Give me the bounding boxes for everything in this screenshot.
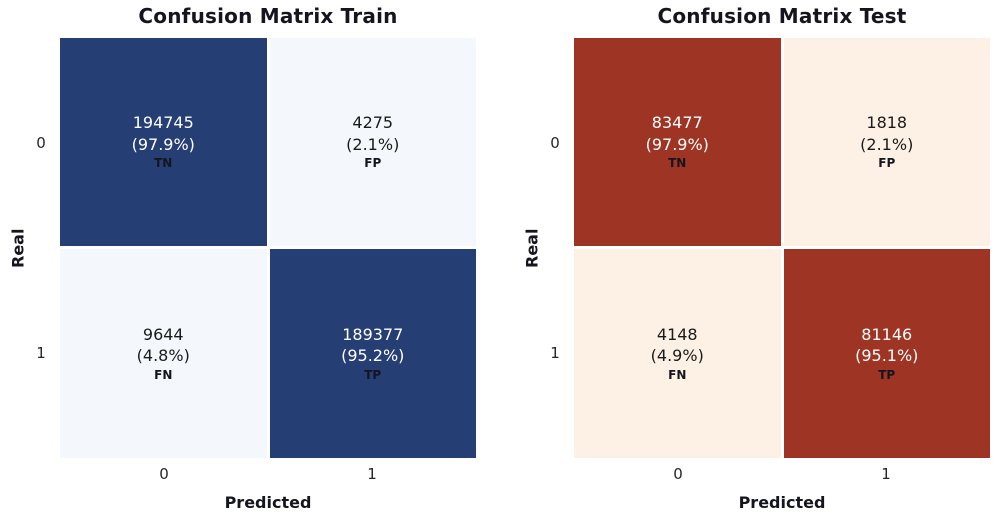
cell-count: 1818 — [866, 113, 908, 133]
cell-true-negative: 83477 (97.9%) TN — [574, 37, 781, 247]
cell-count: 189377 — [342, 324, 404, 344]
y-tick-0: 0 — [36, 133, 46, 152]
cell-count: 4275 — [352, 113, 394, 133]
cell-tag: FN — [668, 367, 687, 382]
cell-tag: FP — [878, 156, 896, 171]
y-tick-1: 1 — [550, 343, 560, 362]
cell-percent: (2.1%) — [346, 134, 400, 154]
cell-percent: (4.9%) — [650, 346, 704, 366]
x-axis-label: Predicted — [224, 493, 312, 513]
cell-true-negative: 194745 (97.9%) TN — [60, 37, 267, 247]
cell-true-positive: 81146 (95.1%) TP — [783, 249, 990, 458]
y-axis-ticks: 0 1 — [30, 38, 60, 458]
y-axis-label: Real — [8, 227, 28, 268]
heatmap-grid: 194745 (97.9%) TN 4275 (2.1%) FP 9644 (4… — [60, 37, 476, 458]
cell-false-negative: 9644 (4.8%) FN — [60, 249, 267, 458]
train-confusion-matrix: Confusion Matrix Train Real 0 1 194745 (… — [6, 4, 476, 516]
cell-tag: FN — [154, 367, 173, 382]
cell-percent: (97.9%) — [645, 134, 709, 154]
x-tick-1: 1 — [881, 464, 891, 483]
cell-percent: (4.8%) — [136, 346, 190, 366]
x-tick-1: 1 — [367, 464, 377, 483]
cell-count: 9644 — [142, 324, 184, 344]
y-tick-1: 1 — [36, 343, 46, 362]
y-axis-ticks: 0 1 — [544, 38, 574, 458]
x-tick-0: 0 — [159, 464, 169, 483]
y-axis-label: Real — [522, 227, 542, 268]
test-confusion-matrix: Confusion Matrix Test Real 0 1 83477 (97… — [520, 4, 990, 516]
cell-false-negative: 4148 (4.9%) FN — [574, 249, 781, 458]
cell-tag: TN — [154, 156, 173, 171]
cell-percent: (2.1%) — [860, 134, 914, 154]
x-tick-0: 0 — [673, 464, 683, 483]
cell-false-positive: 4275 (2.1%) FP — [269, 37, 476, 247]
chart-title: Confusion Matrix Test — [657, 4, 907, 28]
cell-percent: (95.1%) — [855, 346, 919, 366]
cell-percent: (95.2%) — [341, 346, 405, 366]
x-axis-ticks: 0 1 — [574, 465, 990, 487]
y-tick-0: 0 — [550, 133, 560, 152]
cell-tag: FP — [364, 156, 382, 171]
cell-percent: (97.9%) — [131, 134, 195, 154]
cell-true-positive: 189377 (95.2%) TP — [269, 249, 476, 458]
x-axis-label: Predicted — [738, 493, 826, 513]
cell-count: 4148 — [656, 324, 698, 344]
x-axis-ticks: 0 1 — [60, 465, 476, 487]
cell-false-positive: 1818 (2.1%) FP — [783, 37, 990, 247]
heatmap-grid: 83477 (97.9%) TN 1818 (2.1%) FP 4148 (4.… — [574, 37, 990, 458]
chart-title: Confusion Matrix Train — [138, 4, 398, 28]
cell-tag: TP — [878, 367, 896, 382]
cell-count: 81146 — [861, 324, 913, 344]
cell-count: 194745 — [132, 113, 194, 133]
cell-tag: TP — [364, 367, 382, 382]
cell-tag: TN — [668, 156, 687, 171]
cell-count: 83477 — [651, 113, 703, 133]
